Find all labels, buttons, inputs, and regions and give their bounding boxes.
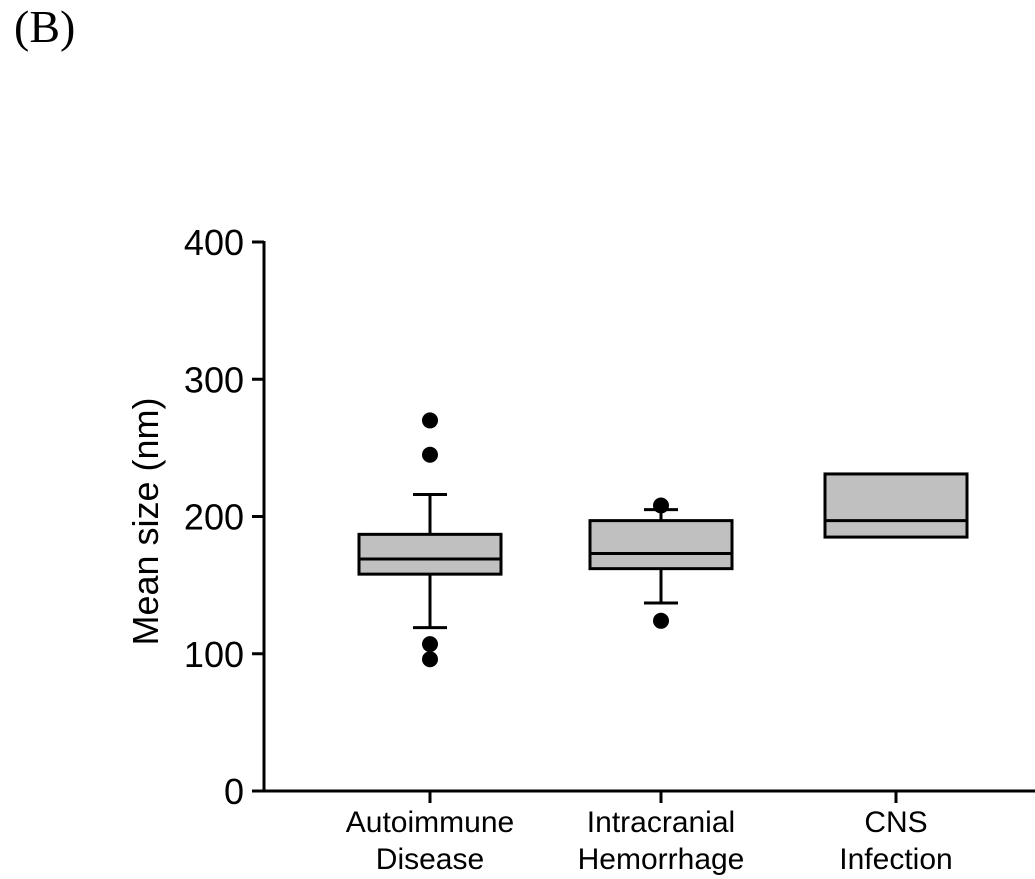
outlier-point (422, 636, 438, 653)
outlier-point (422, 446, 438, 463)
outlier-point (422, 412, 438, 429)
box-series (357, 412, 969, 668)
y-axis-title: Mean size (nm) (125, 397, 166, 645)
box-iqr (357, 532, 503, 576)
box-iqr (823, 472, 969, 539)
box-iqr (588, 519, 734, 571)
outlier-point (653, 612, 669, 629)
axis-labels: 0 100 200 300 400 Mean size (nm) Autoimmune Dis… (125, 222, 953, 876)
y-tick-label: 100 (184, 634, 244, 675)
axes (252, 240, 1035, 803)
panel-label: (B) (14, 1, 76, 52)
box-group (357, 412, 503, 668)
x-category-label: Intracranial (587, 806, 735, 839)
y-tick-label: 300 (184, 359, 244, 400)
box-group (588, 497, 734, 629)
y-tick-label: 0 (224, 771, 244, 812)
outlier-point (653, 497, 669, 514)
x-category-label: Autoimmune (346, 806, 514, 839)
y-tick-label: 200 (184, 497, 244, 538)
x-category-label: Hemorrhage (578, 843, 745, 876)
y-tick-label: 400 (184, 222, 244, 263)
box-group (823, 472, 969, 539)
x-category-label: Disease (376, 843, 484, 876)
outlier-point (422, 651, 438, 668)
x-category-label: Infection (839, 843, 952, 876)
x-category-label: CNS (864, 806, 927, 839)
